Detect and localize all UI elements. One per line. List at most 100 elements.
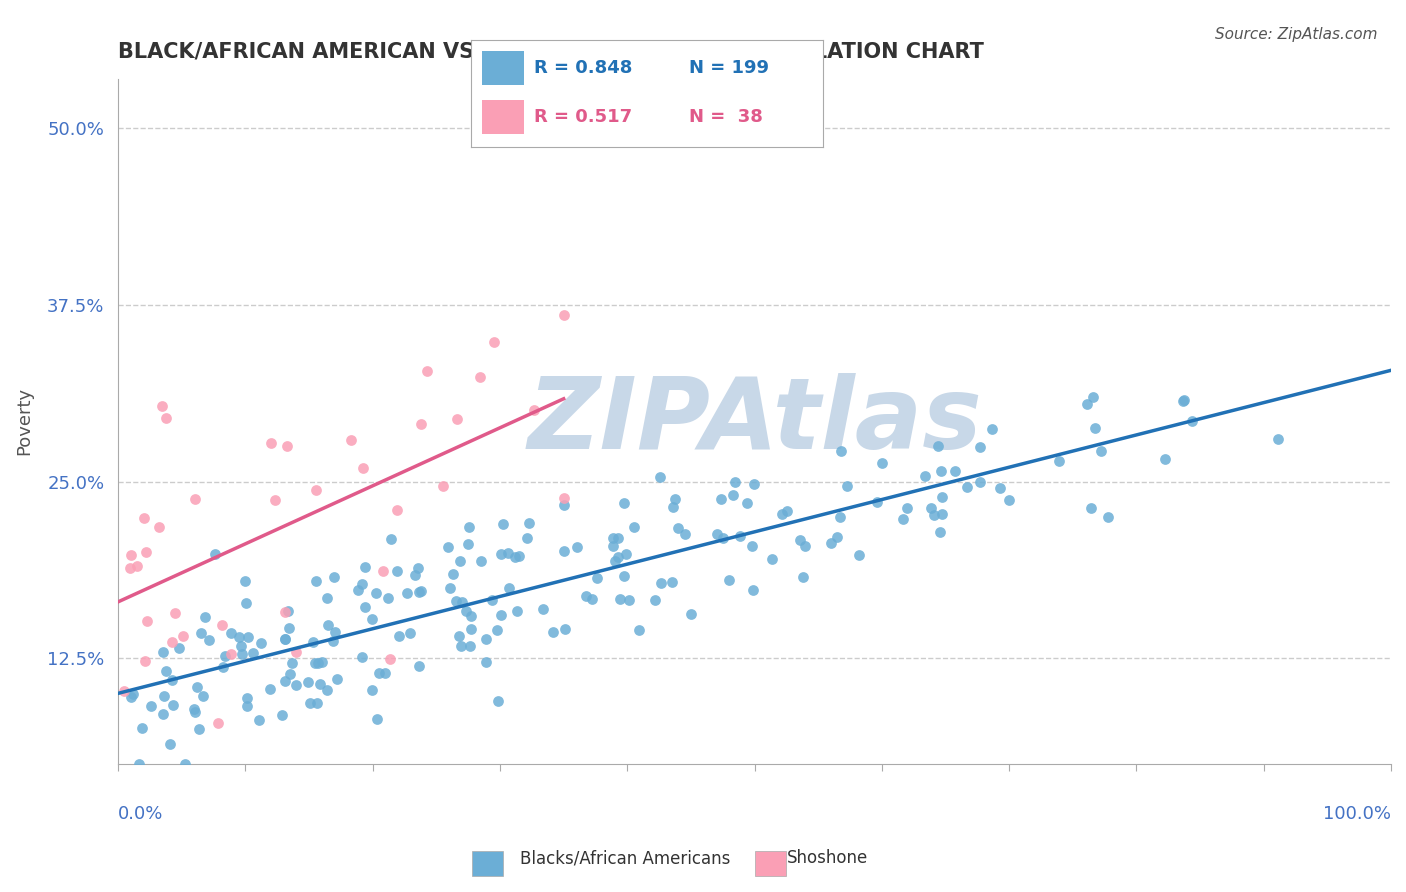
Text: Blacks/African Americans: Blacks/African Americans: [520, 849, 731, 867]
Point: [661, 575, 683, 590]
Point: [139, 699, 162, 714]
Point: [523, 402, 546, 417]
Point: [896, 500, 918, 515]
Point: [187, 722, 209, 736]
Point: [891, 511, 914, 525]
Point: [606, 531, 628, 545]
Point: [644, 592, 666, 607]
Point: [242, 647, 264, 661]
Point: [112, 683, 135, 698]
Point: [475, 632, 498, 646]
Point: [516, 531, 538, 545]
Point: [554, 623, 576, 637]
Point: [943, 464, 966, 478]
Point: [744, 477, 766, 491]
Point: [575, 589, 598, 603]
Point: [505, 549, 527, 564]
Bar: [482, 51, 524, 85]
Point: [436, 541, 458, 555]
Point: [297, 675, 319, 690]
Point: [276, 439, 298, 453]
Point: [120, 561, 142, 575]
Point: [602, 539, 624, 553]
Point: [194, 610, 217, 624]
Point: [457, 537, 479, 551]
Point: [481, 593, 503, 607]
Point: [717, 573, 740, 587]
Point: [301, 634, 323, 648]
Point: [457, 520, 479, 534]
Point: [1090, 443, 1112, 458]
Point: [713, 531, 735, 545]
Point: [247, 714, 270, 728]
Point: [190, 625, 212, 640]
Point: [872, 456, 894, 470]
Point: [450, 553, 472, 567]
Point: [280, 656, 302, 670]
Point: [120, 690, 142, 705]
Point: [274, 632, 297, 646]
Text: BLACK/AFRICAN AMERICAN VS SHOSHONE POVERTY CORRELATION CHART: BLACK/AFRICAN AMERICAN VS SHOSHONE POVER…: [118, 42, 984, 62]
Point: [193, 689, 215, 703]
Point: [120, 548, 142, 562]
Point: [285, 678, 308, 692]
Point: [648, 470, 671, 484]
Point: [735, 496, 758, 510]
Point: [238, 630, 260, 644]
Point: [506, 604, 529, 618]
Point: [706, 527, 728, 541]
Point: [127, 559, 149, 574]
Point: [553, 308, 575, 322]
Point: [607, 550, 630, 565]
Point: [395, 586, 418, 600]
Point: [496, 546, 519, 560]
Point: [233, 574, 256, 588]
Point: [128, 757, 150, 772]
Point: [1267, 432, 1289, 446]
Point: [361, 683, 384, 698]
Point: [828, 510, 851, 524]
Point: [969, 475, 991, 489]
Point: [460, 622, 482, 636]
Point: [155, 411, 177, 425]
Point: [311, 655, 333, 669]
Point: [304, 483, 326, 498]
Point: [315, 683, 337, 698]
Point: [617, 593, 640, 607]
Point: [326, 672, 349, 686]
Point: [929, 464, 952, 478]
Text: N =  38: N = 38: [689, 108, 763, 126]
Point: [159, 737, 181, 751]
Point: [489, 607, 512, 622]
Point: [155, 664, 177, 678]
Point: [728, 529, 751, 543]
Point: [385, 564, 408, 578]
Point: [388, 629, 411, 643]
Text: 0.0%: 0.0%: [118, 805, 163, 823]
Point: [340, 433, 363, 447]
Point: [820, 536, 842, 550]
Point: [485, 623, 508, 637]
Point: [167, 641, 190, 656]
Point: [742, 582, 765, 597]
Point: [150, 399, 173, 413]
Point: [830, 444, 852, 458]
Point: [409, 583, 432, 598]
Point: [236, 691, 259, 706]
Point: [531, 601, 554, 615]
Point: [673, 527, 696, 541]
Point: [172, 629, 194, 643]
Point: [322, 633, 344, 648]
Point: [385, 503, 408, 517]
Point: [997, 493, 1019, 508]
Point: [352, 650, 374, 665]
Point: [152, 645, 174, 659]
Point: [406, 561, 429, 575]
Point: [408, 659, 430, 673]
Point: [411, 417, 433, 432]
Point: [219, 626, 242, 640]
Point: [1173, 393, 1195, 408]
Point: [374, 666, 396, 681]
Point: [134, 654, 156, 668]
Point: [451, 595, 474, 609]
